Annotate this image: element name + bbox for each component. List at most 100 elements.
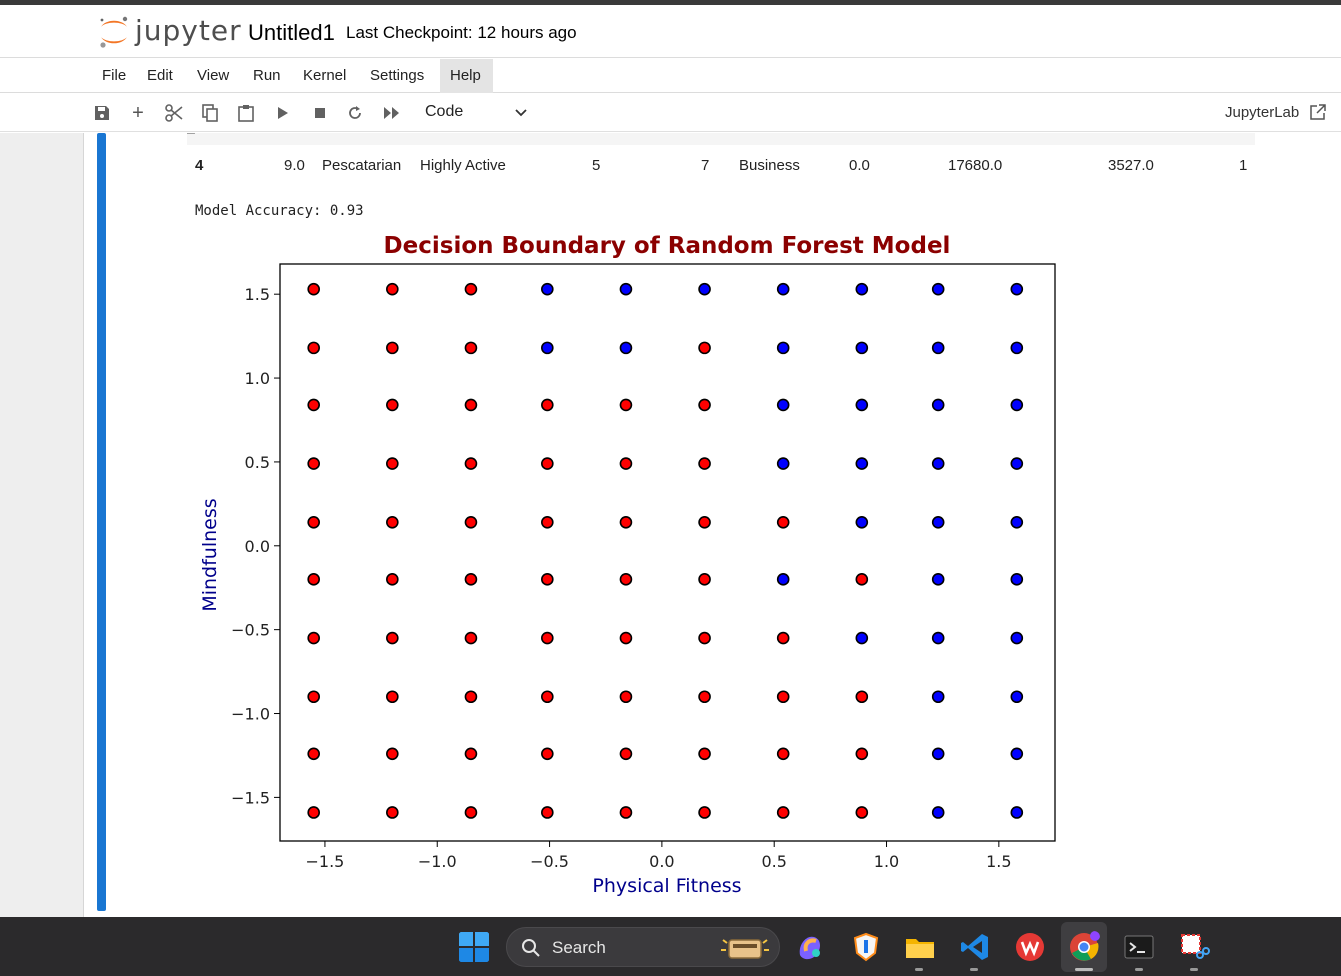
data-point-class-0	[541, 806, 554, 819]
scatter-points	[307, 282, 1024, 819]
data-point-class-0	[307, 573, 320, 586]
external-link-icon[interactable]	[1309, 103, 1327, 121]
data-point-class-0	[541, 573, 554, 586]
jupyter-logo-icon[interactable]	[98, 14, 130, 50]
data-point-class-0	[464, 690, 478, 704]
data-point-class-0	[464, 631, 478, 645]
x-tick-label: 0.5	[761, 852, 786, 871]
save-icon[interactable]	[92, 103, 112, 123]
terminal-icon[interactable]	[1123, 931, 1155, 963]
data-point-class-0	[464, 573, 478, 586]
restart-icon[interactable]	[345, 103, 365, 123]
data-point-class-0	[619, 573, 633, 586]
table-cell: 7	[701, 157, 710, 174]
data-point-class-0	[541, 631, 554, 645]
data-point-class-0	[386, 806, 399, 819]
x-axis-ticks: −1.5 −1.0 −0.5 0.0 0.5 1.0 1.5	[305, 841, 1012, 871]
menu-file[interactable]: File	[102, 67, 127, 84]
y-axis-ticks: −1.5 −1.0 −0.5 0.0 0.5 1.0 1.5	[231, 285, 280, 807]
window-top-strip	[0, 0, 1341, 5]
table-row: _	[187, 133, 1255, 145]
data-point-class-0	[619, 690, 633, 704]
data-point-class-1	[1010, 747, 1024, 761]
data-point-class-0	[776, 631, 790, 645]
data-point-class-0	[776, 690, 790, 704]
data-point-class-1	[855, 398, 869, 412]
data-point-class-0	[619, 631, 633, 645]
data-point-class-0	[386, 516, 399, 529]
checkpoint-status: Last Checkpoint: 12 hours ago	[346, 23, 577, 42]
copilot-icon[interactable]	[794, 931, 826, 963]
data-point-class-1	[855, 516, 869, 529]
data-point-class-1	[855, 341, 869, 355]
x-tick-label: −0.5	[530, 852, 569, 871]
wps-office-icon[interactable]	[1014, 931, 1046, 963]
data-point-class-0	[698, 631, 711, 645]
data-point-class-0	[307, 747, 320, 761]
plot-frame	[279, 263, 1056, 842]
data-point-class-0	[698, 341, 711, 355]
snipping-tool-icon[interactable]	[1178, 931, 1210, 963]
cell-type-select[interactable]: Code	[425, 103, 464, 120]
data-point-class-0	[541, 398, 554, 412]
data-point-class-1	[776, 573, 790, 586]
table-cell: Highly Active	[420, 157, 506, 174]
data-point-class-1	[541, 341, 554, 355]
data-point-class-0	[541, 457, 554, 470]
notebook-toolbar: + Code JupyterLab	[0, 94, 1341, 132]
notebook-area[interactable]: _ 4 9.0 Pescatarian Highly Active 5 7 Bu…	[85, 133, 1341, 917]
table-cell: 0.0	[849, 157, 870, 174]
brave-shield-icon[interactable]	[850, 931, 882, 963]
stop-icon[interactable]	[310, 103, 330, 123]
data-point-class-1	[931, 516, 945, 529]
notebook-title[interactable]: Untitled1	[248, 20, 335, 45]
data-point-class-1	[1010, 806, 1024, 819]
data-point-class-1	[931, 631, 945, 645]
windows-start-icon[interactable]	[458, 931, 490, 963]
data-point-class-1	[931, 747, 945, 761]
copy-icon[interactable]	[200, 103, 220, 123]
data-point-class-1	[776, 398, 790, 412]
table-cell: 1	[1239, 157, 1248, 174]
menu-view[interactable]: View	[197, 67, 230, 84]
active-cell-indicator[interactable]	[97, 133, 106, 911]
menu-run[interactable]: Run	[253, 67, 281, 84]
data-point-class-0	[776, 747, 790, 761]
taskbar-search-box[interactable]: Search	[506, 927, 780, 967]
data-point-class-0	[464, 516, 478, 529]
table-row: 4 9.0 Pescatarian Highly Active 5 7 Busi…	[187, 145, 1255, 187]
data-point-class-1	[1010, 631, 1024, 645]
data-point-class-1	[931, 282, 945, 296]
run-icon[interactable]	[273, 103, 293, 123]
fast-forward-icon[interactable]	[382, 103, 402, 123]
data-point-class-0	[307, 806, 320, 819]
menu-kernel[interactable]: Kernel	[303, 67, 347, 84]
chart-title: Decision Boundary of Random Forest Model	[384, 233, 951, 259]
running-indicator	[1190, 968, 1198, 971]
y-tick-label: 0.0	[245, 537, 270, 556]
data-point-class-0	[386, 690, 399, 704]
menu-help[interactable]: Help	[440, 59, 493, 93]
file-explorer-icon[interactable]	[904, 931, 936, 963]
data-point-class-0	[619, 747, 633, 761]
chevron-down-icon[interactable]	[512, 102, 530, 122]
table-cell: 9.0	[284, 157, 305, 174]
data-point-class-0	[619, 398, 633, 412]
menu-edit[interactable]: Edit	[147, 67, 173, 84]
jupyterlab-link[interactable]: JupyterLab	[1225, 104, 1300, 121]
x-tick-label: 0.0	[649, 852, 674, 871]
data-point-class-0	[307, 341, 320, 355]
search-label: Search	[552, 938, 606, 957]
vscode-icon[interactable]	[959, 931, 991, 963]
add-icon[interactable]: +	[132, 101, 144, 124]
data-point-class-0	[698, 690, 711, 704]
data-point-class-0	[464, 747, 478, 761]
data-point-class-0	[541, 690, 554, 704]
menu-settings[interactable]: Settings	[370, 67, 425, 84]
x-tick-label: −1.5	[305, 852, 344, 871]
cut-icon[interactable]	[164, 103, 184, 123]
chrome-icon[interactable]	[1068, 931, 1100, 963]
data-point-class-0	[698, 806, 711, 819]
data-point-class-0	[386, 282, 399, 296]
paste-icon[interactable]	[236, 103, 256, 123]
